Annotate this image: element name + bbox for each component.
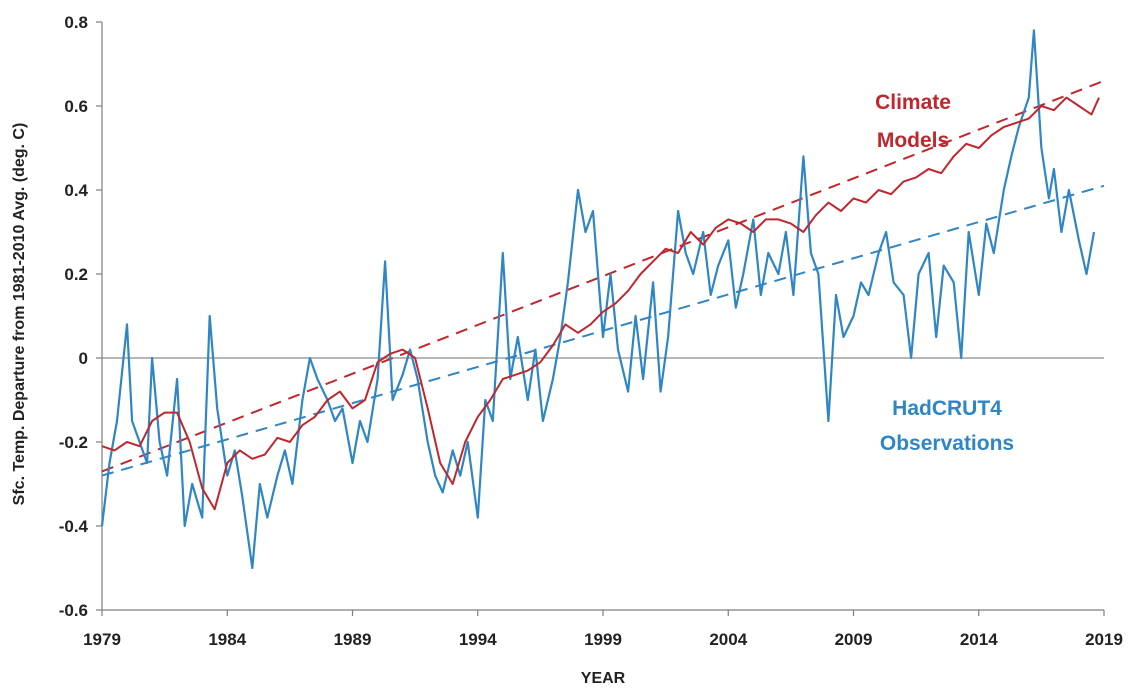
models-label-line-1: Climate <box>875 91 951 114</box>
observations-label: HadCRUT4 Observations <box>880 397 1014 455</box>
x-tick-label: 1989 <box>334 630 372 649</box>
y-tick-label: 0.2 <box>64 265 88 284</box>
x-tick-label: 1994 <box>459 630 497 649</box>
x-tick-label: 1999 <box>584 630 622 649</box>
axes-layer: -0.6 -0.4 -0.2 0 0.2 0.4 0.6 0.8 1979 1984 1989 199… <box>59 13 1123 649</box>
y-axis-title: Sfc. Temp. Departure from 1981-2010 Avg.… <box>11 123 28 506</box>
models-label-line-2: Models <box>877 129 949 152</box>
x-tick-label: 2004 <box>709 630 747 649</box>
x-tick-label: 2019 <box>1085 630 1123 649</box>
y-tick-label: 0 <box>79 349 88 368</box>
x-tick-label: 1979 <box>83 630 121 649</box>
y-tick-label: 0.4 <box>64 181 88 200</box>
y-tick-label: -0.2 <box>59 433 88 452</box>
models-label: Climate Models <box>875 91 951 152</box>
observations-label-line-1: HadCRUT4 <box>892 397 1002 420</box>
series-layer <box>100 29 1100 570</box>
labels-layer: Climate Models HadCRUT4 Observations <box>875 91 1014 455</box>
y-tick-label: 0.8 <box>64 13 88 32</box>
x-axis-title: YEAR <box>581 670 626 687</box>
models-series-line <box>101 96 1100 511</box>
x-tick-label: 1984 <box>208 630 246 649</box>
x-tick-label: 2009 <box>835 630 873 649</box>
x-tick-label: 2014 <box>960 630 998 649</box>
y-tick-label: 0.6 <box>64 97 88 116</box>
observations-label-line-2: Observations <box>880 432 1014 455</box>
y-tick-label: -0.6 <box>59 601 88 620</box>
observations-series-line <box>100 29 1096 570</box>
y-tick-label: -0.4 <box>59 517 89 536</box>
